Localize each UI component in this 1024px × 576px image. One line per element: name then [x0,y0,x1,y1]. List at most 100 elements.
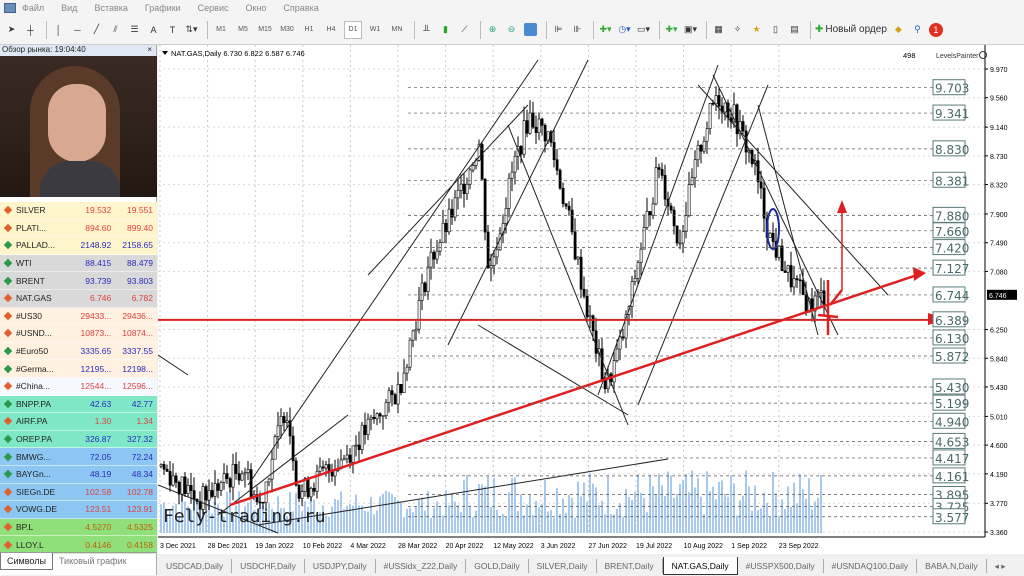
timeframe-h1[interactable]: H1 [304,26,314,33]
market-watch-row[interactable]: OREP.PA 326.87 327.32 [0,430,157,449]
market-watch-row[interactable]: BMWG... 72.05 72.24 [0,448,157,466]
market-watch-row[interactable]: #USND... 10873... 10874... [0,325,157,343]
chart-tab[interactable]: #USNDAQ100,Daily [824,558,918,573]
market-watch-row[interactable]: SIEGn.DE 102.58 102.78 [0,483,157,502]
date-tick-label: 23 Sep 2022 [779,543,819,550]
chart-tab[interactable]: USDJPY,Daily [305,558,376,573]
vertical-line-icon[interactable]: │ [55,24,62,35]
timeframe-w1[interactable]: W1 [369,26,381,33]
market-watch-row[interactable]: BNPP.PA 42.63 42.77 [0,395,157,414]
timeframe-d1[interactable]: D1 [344,20,362,39]
tab-symbols[interactable]: Символы [0,553,53,570]
candle-body [693,159,697,178]
tab-scroll-arrows-icon[interactable]: ◂ ▸ [994,560,1006,571]
channel-icon[interactable]: ⫽ [113,24,118,34]
timeframe-m1[interactable]: M1 [216,26,226,33]
volume-bar [694,487,696,533]
chart-tab[interactable]: BRENT,Daily [597,558,663,573]
chart-tab[interactable]: BABA.N,Daily [917,558,987,573]
fibonacci-icon[interactable]: ☰ [130,24,139,34]
chart-tab[interactable]: NAT.GAS,Daily [662,556,738,575]
market-watch-row[interactable]: PLATI... 894.60 899.40 [0,219,157,238]
periods-icon[interactable]: ◷▾ [618,24,631,34]
data-window-icon[interactable]: ✧ [733,24,742,34]
menu-window[interactable]: Окно [245,2,267,13]
timeframe-h4[interactable]: H4 [326,26,336,33]
new-chart-icon[interactable]: ✚▾ [665,24,678,34]
menu-file[interactable]: Файл [22,2,45,13]
trendline-icon[interactable]: ╱ [93,24,100,34]
close-icon[interactable]: × [147,45,152,54]
tile-windows-icon[interactable] [523,21,538,39]
bid-price: 3335.65 [80,346,112,357]
market-watch-row[interactable]: #US30 29433... 29436... [0,307,157,326]
volume-bar [802,489,804,533]
market-watch-row[interactable]: BP.L 4.5270 4.5325 [0,518,157,537]
zoom-in-icon[interactable]: ⊕ [488,24,497,34]
level-box [932,329,966,346]
chart-tab[interactable]: USDCAD,Daily [158,558,233,573]
chart-tab[interactable]: #USSPX500,Daily [738,558,824,573]
candlestick-icon[interactable]: ▮ [443,24,448,34]
market-watch-row[interactable]: NAT.GAS 6.746 6.782 [0,290,157,308]
price-chart[interactable]: 9.703 9.341 8.830 8.381 7.880 7.660 7.420 7.127… [157,45,1024,554]
level-label: 8.381 [935,174,969,188]
market-watch-row[interactable]: LLOY.L 0.4146 0.4158 [0,536,157,554]
market-watch-row[interactable]: BRENT 93.739 93.803 [0,272,157,290]
line-chart-icon[interactable]: ⟋ [461,24,468,34]
text-label-icon[interactable]: T [169,24,176,35]
tab-tick-chart[interactable]: Тиковый график [58,556,127,566]
timeframe-m15[interactable]: M15 [258,26,272,33]
bar-chart-icon[interactable]: ╨ [423,24,430,35]
strategy-tester-icon[interactable]: ▤ [790,24,799,34]
crosshair-icon[interactable]: ┼ [27,24,34,35]
new-order-button[interactable]: ✚ Новый ордер [815,24,887,35]
chart-shift-icon[interactable]: ⊪ [573,24,582,34]
symbol-name: #US30 [15,310,42,321]
menu-insert[interactable]: Вставка [94,2,128,13]
market-watch-row[interactable]: SILVER 19.532 19.551 [0,202,157,220]
templates-icon[interactable]: ▭▾ [636,24,651,34]
market-watch-row[interactable]: #Euro50 3335.65 3337.55 [0,342,157,361]
cursor-icon[interactable]: ➤ [7,24,16,34]
market-watch-row[interactable]: #China... 12544... 12596... [0,378,157,396]
candle-body [708,102,712,129]
market-watch-row[interactable]: WTI 88.415 88.479 [0,254,157,273]
market-watch-row[interactable]: #Germa... 12195... 12198... [0,360,157,378]
horizontal-line-icon[interactable]: ─ [74,24,81,35]
indicator-close-icon[interactable] [979,51,987,59]
autoscroll-icon[interactable]: ⊫ [554,24,563,34]
bid-price: 0.4146 [85,539,112,550]
notification-badge[interactable]: 1 [928,22,943,37]
market-watch-row[interactable]: AIRF.PA 1.30 1.34 [0,413,157,431]
timeframe-mn[interactable]: MN [391,26,403,33]
market-watch-row[interactable]: PALLAD... 2148.92 2158.65 [0,237,157,255]
profiles-icon[interactable]: ▣▾ [683,24,698,34]
menu-view[interactable]: Вид [61,2,78,13]
menu-charts[interactable]: Графики [144,2,181,13]
volume-bar [187,506,189,533]
chart-tab[interactable]: SILVER,Daily [529,558,597,573]
candle-body [216,483,220,491]
chart-canvas[interactable]: 9.703 9.341 8.830 8.381 7.880 7.660 7.420 7.127… [157,45,1024,554]
volume-bar [292,511,294,533]
zoom-out-icon[interactable]: ⊖ [507,24,516,34]
search-icon[interactable]: ⚲ [914,24,921,34]
chart-tab[interactable]: USDCHF,Daily [232,558,305,573]
timeframe-m30[interactable]: M30 [280,26,294,33]
menu-tools[interactable]: Сервис [197,2,229,13]
chart-tab[interactable]: #USSidx_Z22,Daily [376,558,467,573]
navigator-icon[interactable]: ★ [752,24,761,34]
timeframe-m5[interactable]: M5 [238,26,248,33]
terminal-icon[interactable]: ▯ [773,24,778,34]
market-watch-row[interactable]: BAYGn... 48.19 48.34 [0,466,157,484]
market-watch-row[interactable]: VOWG.DE 123.51 123.91 [0,501,157,519]
indicators-icon[interactable]: ✚▾ [599,24,612,34]
text-icon[interactable]: A [150,24,157,35]
chart-tab[interactable]: GOLD,Daily [466,558,529,573]
arrows-icon[interactable]: ⇅▾ [185,24,198,34]
market-watch-icon[interactable]: ▦ [714,24,723,34]
autotrading-icon[interactable]: ◆ [894,24,902,34]
menu-help[interactable]: Справка [283,2,319,13]
volume-bar [499,516,501,533]
